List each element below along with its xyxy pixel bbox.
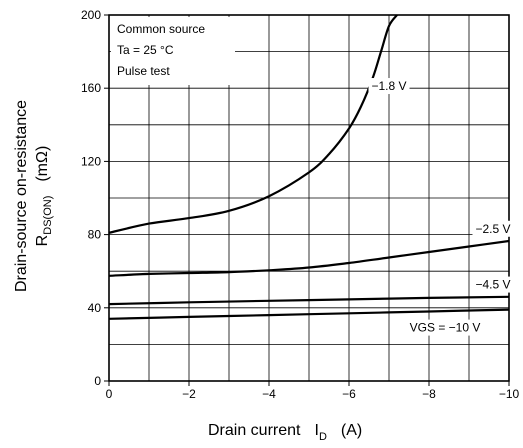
series-line [108, 308, 510, 320]
plot-frame [108, 14, 510, 382]
y-tick-label: 120 [81, 154, 101, 168]
series-line [108, 239, 510, 277]
y-tick-label: 160 [81, 81, 101, 95]
x-axis-unit: (A) [341, 422, 362, 439]
y-tick-label: 0 [94, 374, 101, 388]
y-axis-title-line2: RDS(ON) (mΩ) [34, 146, 54, 247]
curve-label: −2.5 V [475, 222, 510, 236]
y-tick-label: 200 [81, 8, 101, 22]
grid [109, 15, 509, 381]
series-line [108, 295, 510, 306]
curve-labels: −1.8 V −2.5 V −4.5 V VGS = −10 V [368, 78, 514, 336]
y-axis-title: Drain-source on-resistance RDS(ON) (mΩ) [13, 100, 54, 292]
y-axis-subscript: DS(ON) [42, 196, 54, 235]
x-tick-label: −2 [182, 387, 196, 401]
x-axis-prefix: Drain current [208, 422, 301, 439]
curve-label-background [472, 220, 514, 237]
curve-label-background [472, 276, 514, 293]
series-line [108, 14, 398, 234]
x-tick-label: 0 [106, 387, 113, 401]
x-axis-symbol: I [314, 422, 318, 439]
conditions-background [111, 17, 235, 85]
y-tick-label: 40 [88, 301, 102, 315]
conditions-box: Common source Ta = 25 °C Pulse test [111, 17, 235, 85]
series-lines [108, 14, 510, 320]
x-tick-label: −8 [422, 387, 436, 401]
x-tick-label: −4 [262, 387, 276, 401]
condition-line-3: Pulse test [117, 64, 170, 78]
y-tick-label: 80 [88, 228, 102, 242]
curve-label: −4.5 V [475, 278, 510, 292]
curve-label-background [368, 78, 410, 95]
y-axis-unit: (mΩ) [34, 146, 51, 182]
x-axis-title: Drain current ID (A) [208, 422, 362, 443]
condition-line-1: Common source [117, 22, 205, 36]
curve-label-background [406, 319, 484, 336]
curve-label: VGS = −10 V [410, 321, 481, 335]
x-tick-label: −6 [342, 387, 356, 401]
tick-labels: 0 −2 −4 −6 −8 −10 0 40 80 120 160 200 [81, 8, 520, 401]
y-axis-symbol: R [34, 235, 51, 247]
x-axis-subscript: D [319, 431, 327, 443]
curve-label: −1.8 V [371, 79, 406, 93]
x-tick-label: −10 [499, 387, 520, 401]
y-axis-title-line1: Drain-source on-resistance [13, 100, 30, 292]
condition-line-2: Ta = 25 °C [117, 43, 174, 57]
